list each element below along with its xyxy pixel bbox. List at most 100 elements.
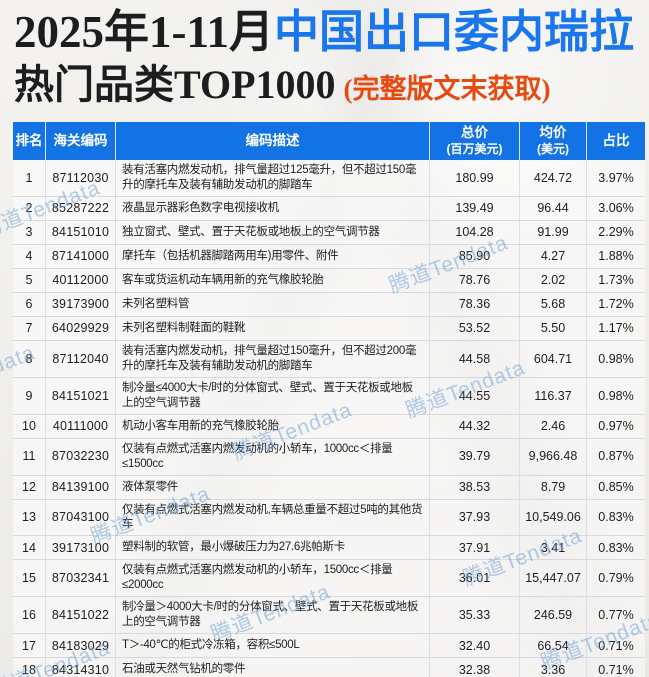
table-row: 6 39173900 未列名塑料管 78.36 5.68 1.72%	[13, 292, 645, 317]
avg-price-cell: 424.72	[520, 160, 587, 196]
rank-cell: 14	[13, 536, 46, 560]
table-row: 5 40112000 客车或货运机动车辆用新的充气橡胶轮胎 78.76 2.02…	[13, 268, 645, 293]
rank-cell: 2	[13, 196, 46, 220]
description-cell: 仅装有点燃式活塞内燃发动机的小轿车，1500cc＜排量≤2000cc	[116, 560, 430, 597]
rank-cell: 15	[13, 560, 46, 597]
header-share: 占比	[587, 122, 645, 160]
total-value-cell: 39.79	[430, 438, 520, 475]
hs-code-cell: 84139100	[46, 475, 116, 499]
avg-price-cell: 246.59	[520, 597, 587, 634]
rank-cell: 10	[13, 414, 46, 438]
share-cell: 3.97%	[598, 170, 634, 185]
description-cell: 制冷量＞4000大卡/时的分体窗式、壁式、置于天花板或地板上的空气调节器	[116, 597, 430, 634]
total-value-cell: 38.53	[430, 475, 520, 499]
header-hs-code: 海关编码	[46, 122, 116, 160]
hs-code-cell: 64029929	[46, 316, 116, 340]
rank-cell: 9	[13, 377, 46, 414]
total-value-cell: 78.36	[430, 292, 520, 316]
header-rank: 排名	[13, 122, 46, 160]
table-row: 9 84151021 制冷量≤4000大卡/时的分体窗式、壁式、置于天花板或地板…	[13, 377, 645, 415]
total-value-cell: 32.38	[430, 658, 520, 677]
hs-code-cell: 87112040	[46, 340, 116, 377]
avg-price-cell: 2.02	[520, 268, 587, 292]
hs-code-cell: 39173900	[46, 292, 116, 316]
avg-price-cell: 2.46	[520, 414, 587, 438]
rank-cell: 17	[13, 634, 46, 658]
avg-price-cell: 116.37	[520, 377, 587, 414]
total-value-cell: 44.55	[430, 377, 520, 414]
ranking-table: 排名 海关编码 编码描述 总价 (百万美元) 均价 (美元) 占比 1 8711…	[13, 122, 645, 677]
table-row: 2 85287222 液晶显示器彩色数字电视接收机 139.49 96.44 3…	[13, 196, 645, 221]
hs-code-cell: 87043100	[46, 499, 116, 536]
rank-cell: 4	[13, 244, 46, 268]
hs-code-cell: 84151022	[46, 597, 116, 634]
share-cell: 1.73%	[598, 273, 634, 288]
avg-price-cell: 9,966.48	[520, 438, 587, 475]
avg-price-cell: 8.79	[520, 475, 587, 499]
description-cell: 独立窗式、壁式、置于天花板或地板上的空气调节器	[116, 220, 430, 244]
total-value-cell: 53.52	[430, 316, 520, 340]
description-cell: 摩托车（包括机器脚踏两用车)用零件、附件	[116, 244, 430, 268]
share-cell: 0.71%	[598, 638, 634, 653]
table-row: 13 87043100 仅装有点燃式活塞内燃发动机,车辆总重量不超过5吨的其他货…	[13, 499, 645, 537]
table-row: 14 39173100 塑料制的软管，最小爆破压力为27.6兆帕斯卡 37.91…	[13, 536, 645, 561]
share-cell: 2.29%	[598, 225, 634, 240]
table-header-row: 排名 海关编码 编码描述 总价 (百万美元) 均价 (美元) 占比	[13, 122, 645, 160]
hs-code-cell: 40112000	[46, 268, 116, 292]
total-value-cell: 180.99	[430, 160, 520, 196]
description-cell: 装有活塞内燃发动机，排气量超过125毫升，但不超过150毫升的摩托车及装有辅助发…	[116, 160, 430, 196]
rank-cell: 13	[13, 499, 46, 536]
avg-price-cell: 15,447.07	[520, 560, 587, 597]
description-cell: 石油或天然气钻机的零件	[116, 658, 430, 677]
header-total-value: 总价 (百万美元)	[430, 122, 520, 160]
rank-cell: 11	[13, 438, 46, 475]
hs-code-cell: 87112030	[46, 160, 116, 196]
total-value-cell: 139.49	[430, 196, 520, 220]
avg-price-cell: 604.71	[520, 340, 587, 377]
description-cell: T＞-40℃的柜式冷冻箱，容积≤500L	[116, 634, 430, 658]
total-value-cell: 36.01	[430, 560, 520, 597]
header-avg-price: 均价 (美元)	[520, 122, 587, 160]
rank-cell: 5	[13, 268, 46, 292]
table-row: 18 84314310 石油或天然气钻机的零件 32.38 3.36 0.71%	[13, 658, 645, 677]
description-cell: 未列名塑料管	[116, 292, 430, 316]
total-value-cell: 44.58	[430, 340, 520, 377]
description-cell: 制冷量≤4000大卡/时的分体窗式、壁式、置于天花板或地板上的空气调节器	[116, 377, 430, 414]
page-title-line1: 2025年1-11月中国出口委内瑞拉	[14, 6, 643, 59]
page-title-line2: 热门品类TOP1000 (完整版文末获取)	[14, 61, 643, 108]
total-value-cell: 44.32	[430, 414, 520, 438]
share-cell: 0.79%	[598, 571, 634, 586]
header-total-label: 总价	[461, 125, 488, 141]
hs-code-cell: 87032341	[46, 560, 116, 597]
title-period: 2025年1-11月	[14, 7, 275, 57]
header-avg-unit: (美元)	[537, 141, 569, 156]
share-cell: 1.88%	[598, 249, 634, 264]
total-value-cell: 37.91	[430, 536, 520, 560]
description-cell: 仅装有点燃式活塞内燃发动机的小轿车，1000cc＜排量≤1500cc	[116, 438, 430, 475]
table-row: 8 87112040 装有活塞内燃发动机，排气量超过150毫升，但不超过200毫…	[13, 340, 645, 378]
header-hs-code-label: 海关编码	[53, 132, 108, 148]
total-value-cell: 78.76	[430, 268, 520, 292]
table-row: 4 87141000 摩托车（包括机器脚踏两用车)用零件、附件 85.90 4.…	[13, 244, 645, 269]
description-cell: 客车或货运机动车辆用新的充气橡胶轮胎	[116, 268, 430, 292]
header-total-unit: (百万美元)	[446, 141, 503, 156]
rank-cell: 1	[13, 160, 46, 196]
table-row: 16 84151022 制冷量＞4000大卡/时的分体窗式、壁式、置于天花板或地…	[13, 597, 645, 635]
avg-price-cell: 5.50	[520, 316, 587, 340]
description-cell: 仅装有点燃式活塞内燃发动机,车辆总重量不超过5吨的其他货车	[116, 499, 430, 536]
total-value-cell: 104.28	[430, 220, 520, 244]
table-row: 10 40111000 机动小客车用新的充气橡胶轮胎 44.32 2.46 0.…	[13, 414, 645, 439]
description-cell: 机动小客车用新的充气橡胶轮胎	[116, 414, 430, 438]
avg-price-cell: 4.27	[520, 244, 587, 268]
description-cell: 装有活塞内燃发动机，排气量超过150毫升，但不超过200毫升的摩托车及装有辅助发…	[116, 340, 430, 377]
table-row: 11 87032230 仅装有点燃式活塞内燃发动机的小轿车，1000cc＜排量≤…	[13, 438, 645, 476]
share-cell: 0.98%	[598, 388, 634, 403]
total-value-cell: 35.33	[430, 597, 520, 634]
title-block: 2025年1-11月中国出口委内瑞拉 热门品类TOP1000 (完整版文末获取)	[14, 6, 643, 108]
avg-price-cell: 3.36	[520, 658, 587, 677]
title-subject: 中国出口委内瑞拉	[274, 7, 635, 57]
hs-code-cell: 40111000	[46, 414, 116, 438]
share-cell: 0.77%	[598, 608, 634, 623]
description-cell: 液晶显示器彩色数字电视接收机	[116, 196, 430, 220]
